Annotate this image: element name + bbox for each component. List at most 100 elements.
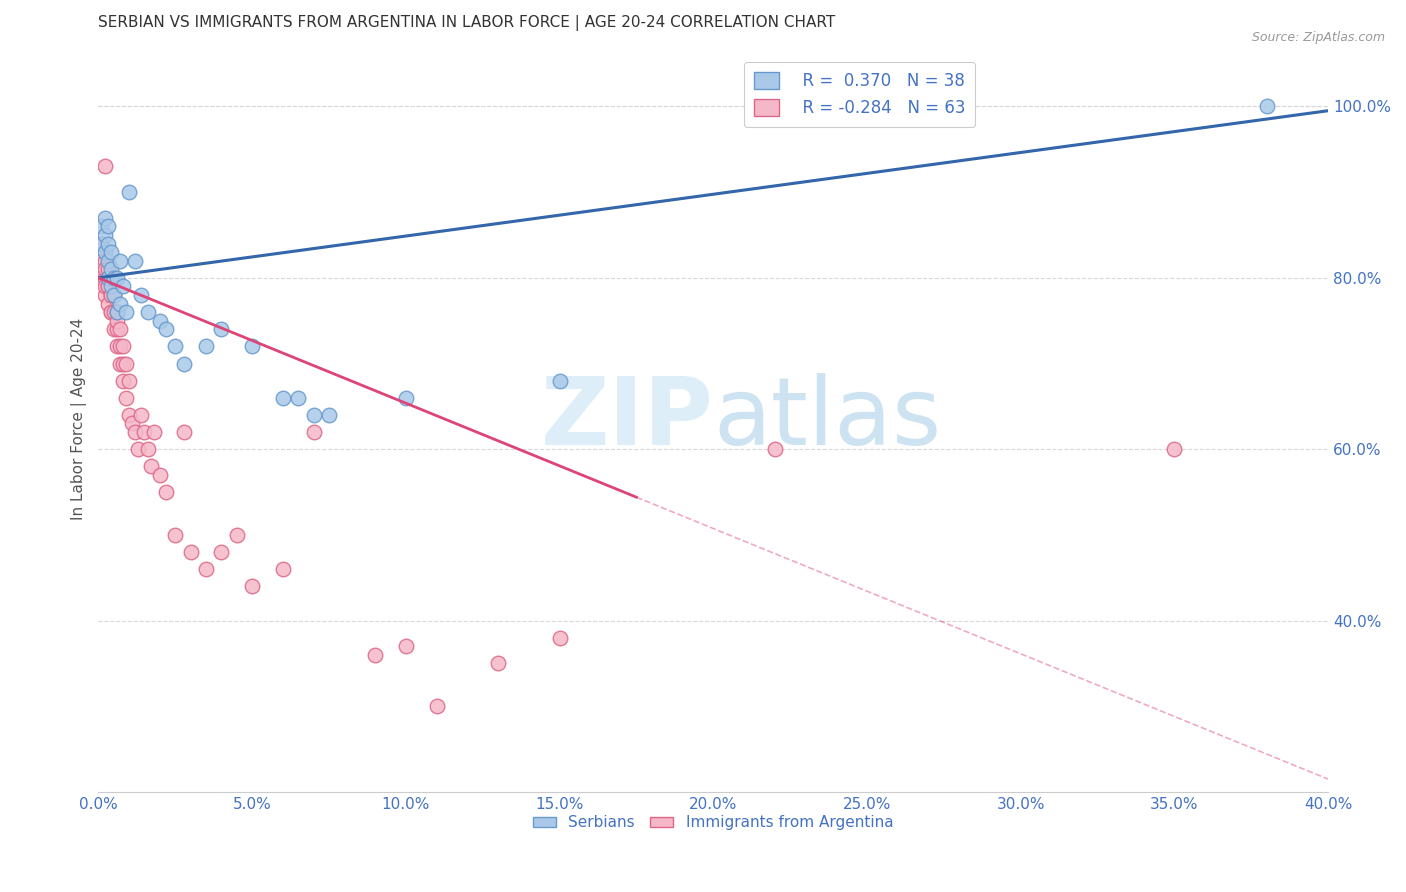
Point <box>93 253 115 268</box>
Point <box>118 374 141 388</box>
Point <box>111 374 134 388</box>
Point <box>240 339 263 353</box>
Point <box>100 288 122 302</box>
Point <box>100 305 122 319</box>
Point <box>93 227 115 242</box>
Point <box>302 408 325 422</box>
Point <box>124 425 146 439</box>
Point <box>93 211 115 225</box>
Point <box>105 305 128 319</box>
Point <box>121 417 143 431</box>
Point <box>103 288 125 302</box>
Point <box>318 408 340 422</box>
Point <box>115 305 138 319</box>
Point <box>173 357 195 371</box>
Point <box>93 270 115 285</box>
Point <box>425 699 447 714</box>
Point <box>97 270 120 285</box>
Point <box>90 219 112 234</box>
Point <box>194 339 217 353</box>
Legend: Serbians, Immigrants from Argentina: Serbians, Immigrants from Argentina <box>527 809 900 837</box>
Point <box>100 270 122 285</box>
Point <box>127 442 149 457</box>
Point <box>271 562 294 576</box>
Text: SERBIAN VS IMMIGRANTS FROM ARGENTINA IN LABOR FORCE | AGE 20-24 CORRELATION CHAR: SERBIAN VS IMMIGRANTS FROM ARGENTINA IN … <box>98 15 835 31</box>
Point <box>136 305 159 319</box>
Point <box>149 313 172 327</box>
Text: Source: ZipAtlas.com: Source: ZipAtlas.com <box>1251 31 1385 45</box>
Point <box>115 391 138 405</box>
Point <box>131 408 153 422</box>
Point <box>287 391 309 405</box>
Point <box>1163 442 1185 457</box>
Point <box>105 313 128 327</box>
Point <box>103 305 125 319</box>
Point <box>103 288 125 302</box>
Point <box>139 459 162 474</box>
Point <box>302 425 325 439</box>
Point <box>93 245 115 260</box>
Point <box>209 322 232 336</box>
Point <box>105 270 128 285</box>
Point <box>97 279 120 293</box>
Point <box>111 279 134 293</box>
Point <box>240 579 263 593</box>
Point <box>97 253 120 268</box>
Point <box>100 262 122 277</box>
Point <box>155 322 177 336</box>
Point <box>108 253 131 268</box>
Point <box>93 279 115 293</box>
Point <box>149 467 172 482</box>
Point <box>142 425 165 439</box>
Point <box>90 236 112 251</box>
Point <box>124 253 146 268</box>
Point <box>548 631 571 645</box>
Point <box>90 270 112 285</box>
Point <box>93 288 115 302</box>
Point <box>93 160 115 174</box>
Point <box>108 357 131 371</box>
Point <box>105 322 128 336</box>
Point <box>100 305 122 319</box>
Point <box>97 296 120 310</box>
Point <box>93 262 115 277</box>
Point <box>395 640 418 654</box>
Y-axis label: In Labor Force | Age 20-24: In Labor Force | Age 20-24 <box>72 318 87 520</box>
Point <box>118 408 141 422</box>
Point <box>105 305 128 319</box>
Point <box>225 528 247 542</box>
Point <box>97 236 120 251</box>
Point <box>118 185 141 199</box>
Point <box>131 288 153 302</box>
Point <box>111 357 134 371</box>
Point <box>486 657 509 671</box>
Point <box>180 545 202 559</box>
Point <box>97 219 120 234</box>
Point <box>209 545 232 559</box>
Point <box>155 485 177 500</box>
Point <box>108 339 131 353</box>
Point <box>111 339 134 353</box>
Point <box>108 322 131 336</box>
Point <box>108 296 131 310</box>
Point <box>97 270 120 285</box>
Point <box>548 374 571 388</box>
Point <box>97 262 120 277</box>
Point <box>103 322 125 336</box>
Point <box>90 236 112 251</box>
Point <box>165 339 187 353</box>
Text: ZIP: ZIP <box>540 373 713 466</box>
Point <box>90 253 112 268</box>
Point <box>105 339 128 353</box>
Point <box>165 528 187 542</box>
Point <box>100 279 122 293</box>
Text: atlas: atlas <box>713 373 942 466</box>
Point <box>97 279 120 293</box>
Point <box>1256 99 1278 113</box>
Point <box>136 442 159 457</box>
Point <box>100 245 122 260</box>
Point <box>173 425 195 439</box>
Point <box>194 562 217 576</box>
Point <box>395 391 418 405</box>
Point <box>763 442 786 457</box>
